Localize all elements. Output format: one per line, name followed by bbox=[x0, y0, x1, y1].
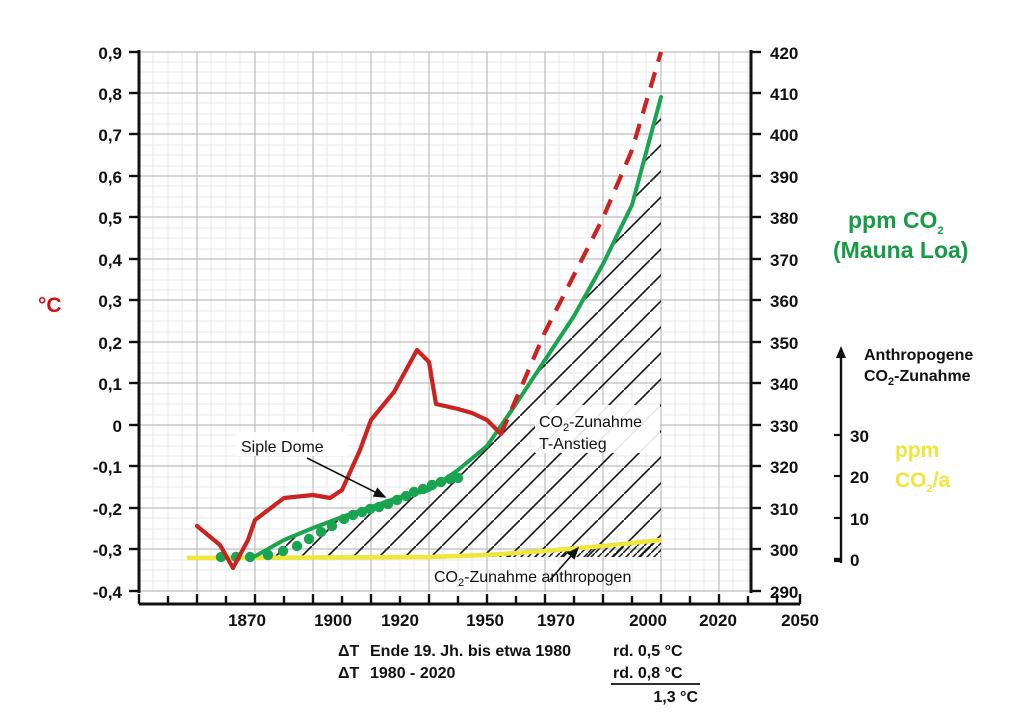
footnote-row2-delta: ΔT bbox=[338, 665, 360, 682]
footnote-row2-value: rd. 0,8 °C bbox=[613, 665, 683, 682]
anthropogen-arrow-icon bbox=[549, 546, 580, 581]
left-tick-0: 0,9 bbox=[98, 44, 122, 63]
aux-tick-10: 10 bbox=[850, 510, 869, 529]
annotation-t-anstieg: T-Anstieg bbox=[539, 436, 607, 453]
left-tick-7: 0,2 bbox=[98, 334, 122, 353]
footnote-total-value: 1,3 °C bbox=[653, 689, 698, 706]
annotation-co2-t-anstieg: CO2-Zunahme T-Anstieg bbox=[535, 405, 660, 453]
left-tick-2: 0,7 bbox=[98, 126, 122, 145]
right-tick-13: 290 bbox=[770, 583, 798, 602]
series-anthropogenic-baseline bbox=[186, 537, 662, 561]
footnote-row1-value: rd. 0,5 °C bbox=[613, 643, 683, 660]
x-axis: 1870 1900 1920 1950 1970 2000 2020 2050 bbox=[137, 594, 819, 630]
series-co2-mauna-loa bbox=[250, 95, 663, 560]
left-tick-8: 0,1 bbox=[98, 375, 122, 394]
aux-legend-per-a: /a bbox=[933, 469, 951, 492]
aux-tick-0: 0 bbox=[850, 551, 859, 570]
aux-legend-co2-sub: 2 bbox=[927, 483, 933, 495]
left-tick-10: -0,1 bbox=[93, 458, 122, 477]
annotation-co2-zunahme: CO2-Zunahme bbox=[539, 414, 642, 434]
annotation-co2-anthropogen: CO2-Zunahme anthropogen bbox=[434, 546, 631, 589]
annotation-co2-anthropogen-label: CO2-Zunahme anthropogen bbox=[434, 569, 631, 589]
aux-legend-co2: CO bbox=[895, 469, 927, 492]
aux-legend-ppm: ppm bbox=[895, 439, 939, 462]
right-tick-9: 330 bbox=[770, 417, 798, 436]
right-tick-6: 360 bbox=[770, 292, 798, 311]
annotation-siple-dome-label: Siple Dome bbox=[241, 439, 324, 456]
series-siple-dome-dots bbox=[215, 472, 464, 563]
x-tick-1870: 1870 bbox=[228, 611, 266, 630]
aux-tick-20: 20 bbox=[850, 468, 869, 487]
legend-ppm-co2: ppm CO bbox=[848, 207, 937, 233]
aux-tick-30: 30 bbox=[850, 427, 869, 446]
footnote-row1-label: Ende 19. Jh. bis etwa 1980 bbox=[370, 643, 571, 660]
right-tick-10: 320 bbox=[770, 458, 798, 477]
right-tick-1: 410 bbox=[770, 85, 798, 104]
left-tick-3: 0,6 bbox=[98, 168, 122, 187]
right-tick-2: 400 bbox=[770, 126, 798, 145]
x-tick-2020: 2020 bbox=[699, 611, 737, 630]
aux-axis-anthropogenic: 30 20 10 0 Anthropogene CO2-Zunahme ppm … bbox=[834, 346, 973, 570]
right-tick-5: 370 bbox=[770, 251, 798, 270]
right-tick-12: 300 bbox=[770, 541, 798, 560]
footnote-block: ΔT Ende 19. Jh. bis etwa 1980 rd. 0,5 °C… bbox=[338, 643, 700, 706]
left-tick-12: -0,3 bbox=[93, 541, 122, 560]
x-tick-1900: 1900 bbox=[314, 611, 352, 630]
aux-title-co2: CO bbox=[864, 368, 888, 385]
right-tick-4: 380 bbox=[770, 209, 798, 228]
x-tick-1970: 1970 bbox=[537, 611, 575, 630]
x-tick-2050: 2050 bbox=[781, 611, 819, 630]
aux-title-zunahme: -Zunahme bbox=[894, 368, 971, 385]
left-tick-11: -0,2 bbox=[93, 500, 122, 519]
right-tick-8: 340 bbox=[770, 375, 798, 394]
left-axis-unit-label: °C bbox=[38, 294, 62, 317]
legend-ppm-co2-sub: 2 bbox=[937, 225, 943, 237]
left-axis: 0,9 0,8 0,7 0,6 0,5 0,4 0,3 0,2 0,1 0 -0… bbox=[38, 44, 141, 602]
x-tick-2000: 2000 bbox=[629, 611, 667, 630]
footnote-row1-delta: ΔT bbox=[338, 643, 360, 660]
svg-text:ppm CO2: ppm CO2 bbox=[848, 207, 944, 237]
annotation-siple-dome: Siple Dome bbox=[236, 432, 387, 498]
aux-axis-title-line2: CO2-Zunahme bbox=[864, 368, 971, 388]
right-tick-0: 420 bbox=[770, 44, 798, 63]
footnote-row2-label: 1980 - 2020 bbox=[370, 665, 456, 682]
legend-mauna-loa: (Mauna Loa) bbox=[833, 237, 968, 263]
right-axis-legend-co2: ppm CO2 (Mauna Loa) bbox=[833, 207, 968, 263]
aux-legend-co2-a: CO2/a bbox=[895, 469, 950, 495]
aux-axis-title-line1: Anthropogene bbox=[864, 347, 973, 364]
siple-dome-arrow-icon bbox=[306, 457, 387, 498]
hatch-anthropogenic-co2 bbox=[429, 540, 661, 557]
right-tick-11: 310 bbox=[770, 500, 798, 519]
left-tick-4: 0,5 bbox=[98, 209, 122, 228]
right-tick-3: 390 bbox=[770, 168, 798, 187]
aux-axis-arrow-icon bbox=[836, 346, 846, 358]
series-temperature-measured bbox=[194, 347, 504, 571]
aux-title-co2-sub: 2 bbox=[888, 376, 894, 388]
x-tick-1920: 1920 bbox=[381, 611, 419, 630]
right-axis: 420 410 400 390 380 370 360 350 340 330 … bbox=[749, 44, 798, 602]
left-tick-13: -0,4 bbox=[93, 583, 123, 602]
left-tick-9: 0 bbox=[113, 417, 122, 436]
right-tick-7: 350 bbox=[770, 334, 798, 353]
left-tick-1: 0,8 bbox=[98, 85, 122, 104]
x-tick-1950: 1950 bbox=[466, 611, 504, 630]
left-tick-5: 0,4 bbox=[98, 251, 122, 270]
left-tick-6: 0,3 bbox=[98, 292, 122, 311]
